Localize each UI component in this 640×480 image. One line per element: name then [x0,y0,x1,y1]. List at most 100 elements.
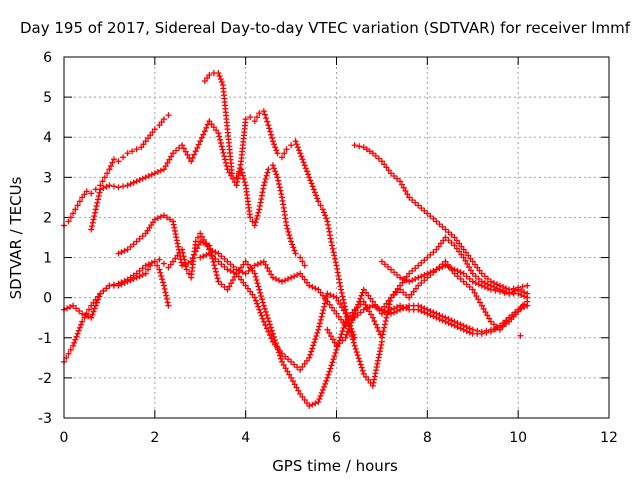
data-point [315,198,322,205]
data-point [179,262,186,269]
data-point [317,316,324,323]
data-point [487,318,494,325]
data-point [224,286,231,293]
data-point [362,301,369,308]
data-point [399,279,406,286]
data-point [324,374,331,381]
data-point [256,110,263,117]
data-point [348,329,355,336]
data-point [81,314,88,321]
data-point [342,334,349,341]
data-point [183,266,190,273]
data-point [118,249,125,256]
data-point [162,289,169,296]
data-point [328,333,335,340]
data-point [388,294,394,301]
data-point [214,275,221,282]
data-point [515,284,522,291]
data-point [217,76,224,83]
data-point [163,214,170,221]
data-point [309,283,316,290]
data-point [254,114,261,121]
data-point [160,260,167,267]
data-point [288,142,295,149]
data-point [427,312,434,319]
data-point [283,146,290,153]
data-point [312,400,319,407]
data-point [254,300,261,307]
data-point [524,294,531,301]
data-point [115,250,122,257]
data-point [251,294,258,301]
data-point [230,263,237,270]
data-point [374,324,381,331]
data-point [197,254,204,261]
data-point [338,331,345,338]
data-point [83,188,90,195]
data-point [265,318,272,325]
data-point [289,241,296,248]
data-point [354,312,361,319]
data-point [306,402,313,409]
data-point [367,295,374,302]
data-point [218,253,225,260]
data-point [394,271,401,278]
data-point [297,390,304,397]
data-point [338,316,345,323]
data-point [216,133,223,140]
data-point [215,278,222,285]
data-point [506,314,513,321]
data-point [255,303,262,310]
data-point [347,326,354,333]
data-point [466,264,473,271]
data-point [266,332,273,339]
data-point [252,219,259,226]
data-point [288,374,295,381]
data-point [206,242,213,249]
y-tick-label: -1 [38,331,52,347]
data-point [338,304,345,311]
data-point [127,181,134,188]
data-point [185,259,192,266]
data-point [403,305,410,312]
data-point [89,219,96,226]
data-point [130,241,137,248]
data-point [281,150,288,157]
data-point [400,304,407,311]
y-tick-label: 4 [43,130,52,146]
data-point [282,277,289,284]
data-point [326,368,333,375]
data-point [329,336,336,343]
data-point [503,317,510,324]
data-point [139,175,146,182]
data-point [192,148,199,155]
data-point [356,298,363,305]
data-point [165,264,172,271]
data-point [329,359,336,366]
data-point [133,238,140,245]
data-point [342,310,349,317]
data-point [212,265,219,272]
data-point [262,322,269,329]
data-point [253,216,260,223]
data-point [285,275,292,282]
data-point [448,231,455,238]
data-point [188,258,195,265]
data-point [120,183,127,190]
data-point [210,124,217,131]
data-point [457,269,464,276]
data-point [263,172,270,179]
data-point [272,144,279,151]
data-point [341,303,348,310]
data-point [307,177,314,184]
y-tick-label: -2 [38,371,52,387]
data-point [145,135,152,142]
data-point [263,312,270,319]
data-point [314,195,321,202]
data-point [467,255,474,262]
data-point [333,342,340,349]
data-point [296,147,303,154]
data-point [469,278,476,285]
data-point [318,389,325,396]
data-point [490,326,497,333]
